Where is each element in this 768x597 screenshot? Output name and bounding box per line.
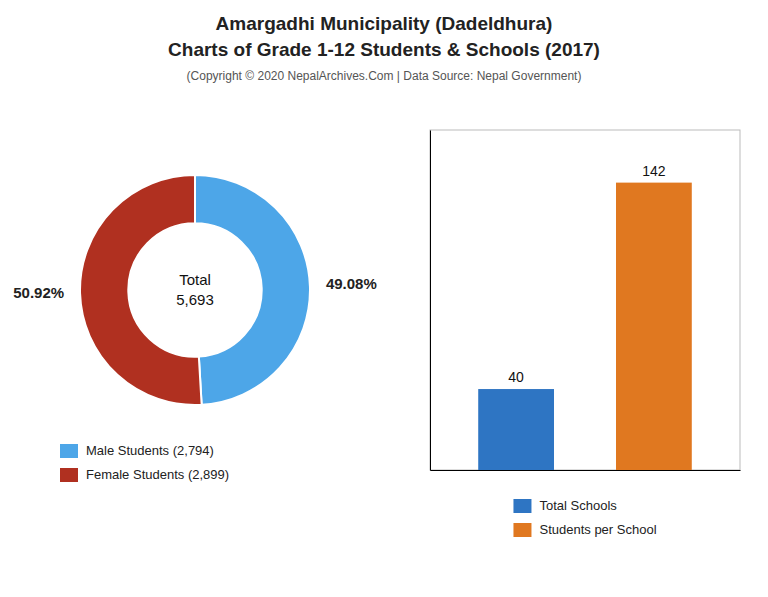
slice <box>80 175 202 405</box>
legend-label: Female Students (2,899) <box>86 467 229 482</box>
x-axis <box>431 470 741 471</box>
legend-item: Male Students (2,794) <box>60 443 214 458</box>
legend-item: Total Schools <box>513 498 617 513</box>
axis-line <box>431 470 741 471</box>
legend: Total Schools Students per School <box>513 498 656 537</box>
slice <box>195 175 310 405</box>
title: Amargadhi Municipality (Dadeldhura)Chart… <box>168 13 600 60</box>
legend-swatch <box>60 444 78 458</box>
data-label: 142 <box>642 163 666 179</box>
data-label: 40 <box>508 369 524 385</box>
donut: 49.08% 50.92% Total5,693 <box>13 175 377 405</box>
bar <box>478 389 554 470</box>
y-axis <box>430 131 431 471</box>
legend-item: Female Students (2,899) <box>60 467 229 482</box>
data-label: 49.08% <box>326 275 377 292</box>
legend-item: Students per School <box>513 522 656 537</box>
bar <box>616 183 692 470</box>
legend-label: Male Students (2,794) <box>86 443 214 458</box>
data-labels: 40 142 <box>508 163 665 385</box>
center-label: Total5,693 <box>176 271 214 308</box>
plot-frame <box>430 130 740 470</box>
legend: Male Students (2,794) Female Students (2,… <box>60 443 229 482</box>
legend-swatch <box>513 499 531 513</box>
axis-line <box>430 131 431 471</box>
legend-label: Students per School <box>539 522 656 537</box>
legend-swatch <box>513 523 531 537</box>
subtitle: (Copyright © 2020 NepalArchives.Com | Da… <box>187 69 582 83</box>
legend-label: Total Schools <box>539 498 617 513</box>
slices <box>80 175 310 405</box>
legend-swatch <box>60 468 78 482</box>
bars <box>478 183 692 470</box>
chart-root: Amargadhi Municipality (Dadeldhura)Chart… <box>0 0 768 597</box>
data-label: 50.92% <box>13 284 64 301</box>
